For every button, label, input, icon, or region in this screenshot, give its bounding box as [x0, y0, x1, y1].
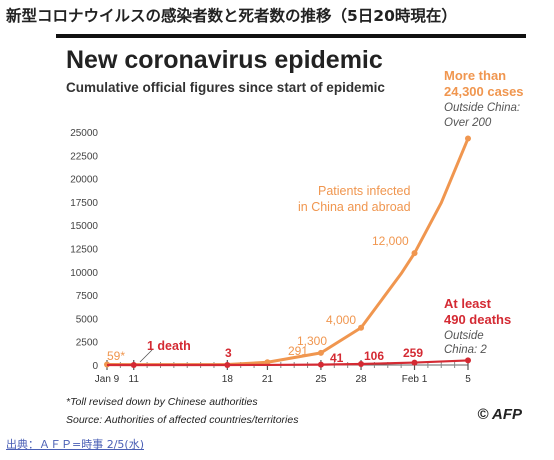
deaths-outside-label: China: 2 — [444, 344, 487, 356]
footnote-note: *Toll revised down by Chinese authoritie… — [66, 396, 258, 408]
infected-series-label: Patients infected — [318, 184, 410, 198]
deaths-outside-label: Outside — [444, 330, 484, 342]
y-tick-label: 2500 — [76, 338, 99, 349]
series-line-deaths — [106, 359, 469, 367]
infected-total-label: 24,300 cases — [444, 84, 524, 99]
x-tick-label: 25 — [315, 374, 327, 385]
x-tick-label: 5 — [465, 374, 471, 385]
y-tick-label: 12500 — [70, 245, 98, 256]
series-point-deaths — [411, 359, 418, 366]
series-point-deaths — [358, 361, 365, 368]
x-tick-label: 21 — [262, 374, 274, 385]
source-link[interactable]: 出典：ＡＦＰ=時事 2/5(水) — [6, 438, 144, 451]
death-value-label: 41 — [330, 351, 344, 365]
series-point-deaths — [224, 361, 231, 368]
y-tick-label: 10000 — [70, 268, 98, 279]
title-rule — [56, 34, 526, 38]
y-tick-label: 15000 — [70, 221, 98, 232]
x-tick-label: 11 — [129, 374, 140, 385]
x-tick-label: Feb 1 — [402, 374, 428, 385]
series-point-deaths — [317, 361, 324, 368]
series-point-infected — [465, 135, 471, 142]
death-value-label: 259 — [403, 346, 423, 360]
infected-value-label: 4,000 — [326, 313, 356, 327]
x-tick-label: 18 — [222, 374, 234, 385]
infected-value-label: 1,300 — [297, 334, 327, 348]
series-point-deaths — [465, 357, 471, 364]
chart-plot: 2500022500200001750015000125001000075005… — [70, 68, 524, 385]
y-tick-label: 22500 — [70, 151, 98, 162]
infected-outside-label: Outside China: — [444, 102, 520, 114]
deaths-total-label: 490 deaths — [444, 312, 511, 327]
y-tick-label: 5000 — [76, 314, 99, 325]
infected-value-label: 291 — [288, 344, 308, 358]
series-point-infected — [264, 359, 271, 366]
infected-value-label: 12,000 — [372, 234, 409, 248]
series-point-deaths — [130, 361, 137, 368]
death-value-label: 1 death — [147, 339, 191, 353]
chart-title: New coronavirus epidemic — [66, 46, 383, 74]
afp-logo: © AFP — [477, 406, 522, 423]
deaths-total-label: At least — [444, 296, 492, 311]
series-point-infected — [411, 250, 418, 257]
footnote-source: Source: Authorities of affected countrie… — [66, 414, 299, 426]
death-value-label: 3 — [225, 346, 232, 360]
infected-total-label: More than — [444, 68, 506, 83]
infected-series-label: in China and abroad — [298, 200, 411, 214]
y-tick-label: 20000 — [70, 175, 98, 186]
x-tick-label: Jan 9 — [95, 374, 120, 385]
chart-card: New coronavirus epidemic Cumulative offi… — [56, 38, 526, 432]
y-tick-label: 0 — [92, 361, 98, 372]
page-headline: 新型コロナウイルスの感染者数と死者数の推移（5日20時現在） — [6, 7, 457, 25]
y-tick-label: 17500 — [70, 198, 98, 209]
chart-subtitle: Cumulative official figures since start … — [66, 80, 385, 95]
series-point-infected — [317, 349, 324, 356]
x-tick-label: 28 — [355, 374, 367, 385]
death-leader-line — [139, 349, 153, 363]
death-value-label: 106 — [364, 349, 384, 363]
y-tick-label: 7500 — [76, 291, 99, 302]
infected-outside-label: Over 200 — [444, 117, 492, 129]
y-tick-label: 25000 — [70, 128, 98, 139]
series-point-infected — [358, 324, 365, 331]
infected-value-label: 59* — [107, 349, 125, 363]
